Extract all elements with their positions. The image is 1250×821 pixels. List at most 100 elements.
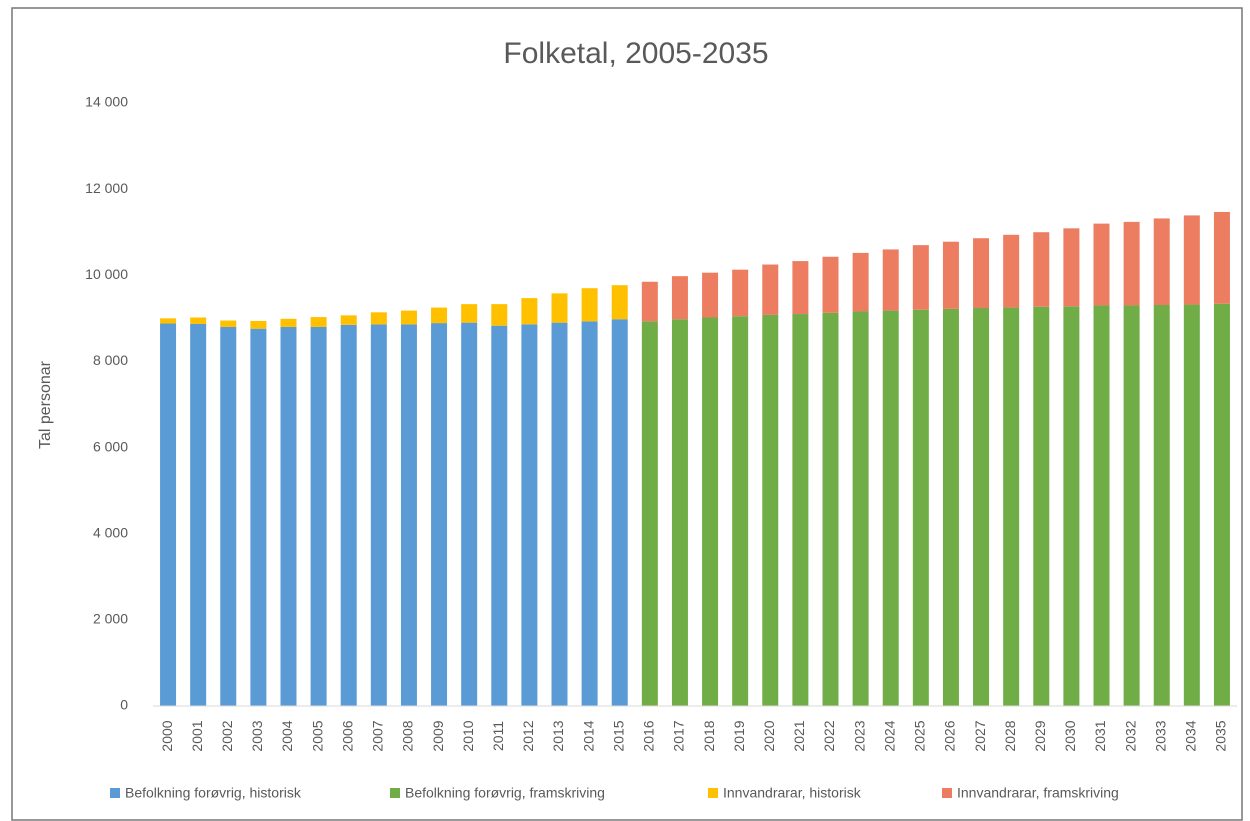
y-tick-label: 10 000	[85, 266, 128, 282]
bar-segment	[912, 309, 929, 706]
bar-segment	[1063, 228, 1080, 307]
x-tick-label: 2017	[671, 720, 687, 751]
bar-segment	[190, 317, 207, 324]
x-tick-label: 2035	[1213, 720, 1229, 751]
bar-segment	[822, 312, 839, 706]
bar-segment	[1213, 211, 1230, 304]
x-tick-label: 2013	[550, 720, 566, 751]
bar-segment	[370, 324, 387, 706]
bar-segment	[973, 308, 990, 706]
bar-segment	[1033, 306, 1050, 706]
x-tick-label: 2010	[460, 720, 476, 751]
bar-segment	[461, 304, 478, 323]
x-tick-label: 2023	[851, 720, 867, 751]
x-tick-label: 2027	[972, 720, 988, 751]
bar-segment	[521, 298, 538, 325]
bar-segment	[1033, 232, 1050, 307]
bar-segment	[942, 241, 959, 309]
x-tick-label: 2031	[1092, 720, 1108, 751]
bar-segment	[822, 256, 839, 313]
bar-segment	[882, 249, 899, 311]
bar-segment	[581, 321, 598, 706]
bar-segment	[912, 245, 929, 310]
x-tick-label: 2018	[701, 720, 717, 751]
bar-segment	[1183, 215, 1200, 305]
x-tick-label: 2012	[520, 720, 536, 751]
bar-segment	[1183, 304, 1200, 706]
legend-swatch	[708, 788, 718, 798]
bar-segment	[220, 320, 237, 327]
x-tick-label: 2005	[309, 720, 325, 751]
bar-segment	[250, 328, 267, 706]
bar-segment	[1003, 307, 1020, 706]
bar-segment	[340, 324, 357, 706]
bar-segment	[280, 318, 297, 327]
bar-segment	[431, 307, 448, 324]
x-tick-label: 2016	[641, 720, 657, 751]
x-tick-label: 2004	[279, 720, 295, 751]
x-tick-label: 2002	[219, 720, 235, 751]
bar-segment	[250, 320, 267, 329]
y-tick-label: 14 000	[85, 94, 128, 110]
y-tick-label: 4 000	[93, 524, 128, 540]
x-tick-label: 2019	[731, 720, 747, 751]
bar-segment	[220, 326, 237, 706]
bar-segment	[581, 288, 598, 322]
bar-segment	[852, 252, 869, 312]
bar-segment	[340, 315, 357, 325]
bar-segment	[1153, 305, 1170, 706]
bar-segment	[190, 323, 207, 706]
bar-segment	[431, 323, 448, 706]
legend-label: Innvandrarar, framskriving	[957, 785, 1119, 801]
legend-swatch	[942, 788, 952, 798]
bar-segment	[461, 322, 478, 706]
bar-segment	[762, 314, 779, 706]
bar-segment	[1123, 305, 1140, 706]
bar-segment	[732, 316, 749, 706]
x-tick-label: 2033	[1152, 720, 1168, 751]
chart-frame	[11, 7, 1243, 821]
x-tick-label: 2007	[370, 720, 386, 751]
bar-segment	[400, 310, 417, 325]
bar-segment	[310, 326, 327, 706]
bar-segment	[702, 317, 719, 706]
x-tick-label: 2020	[761, 720, 777, 751]
bar-segment	[882, 310, 899, 706]
bar-segment	[1123, 221, 1140, 306]
bar-segment	[400, 324, 417, 706]
bar-segment	[671, 276, 688, 320]
bar-segment	[280, 326, 297, 706]
x-tick-label: 2034	[1183, 720, 1199, 751]
x-tick-label: 2026	[942, 720, 958, 751]
bar-segment	[1093, 305, 1110, 706]
x-tick-label: 2001	[189, 720, 205, 751]
x-tick-label: 2028	[1002, 720, 1018, 751]
bar-segment	[491, 304, 508, 326]
bar-segment	[641, 281, 658, 322]
bar-segment	[551, 293, 568, 323]
bar-segment	[611, 319, 628, 706]
bar-segment	[641, 321, 658, 706]
bar-segment	[1063, 306, 1080, 706]
x-tick-label: 2003	[249, 720, 265, 751]
x-tick-label: 2021	[791, 720, 807, 751]
bar-segment	[792, 314, 809, 706]
bar-segment	[1003, 234, 1020, 308]
bar-segment	[1213, 303, 1230, 706]
bar-segment	[310, 317, 327, 327]
bar-segment	[551, 322, 568, 706]
legend-label: Befolkning forøvrig, framskriving	[405, 785, 605, 801]
bar-segment	[732, 269, 749, 317]
bar-segment	[611, 285, 628, 320]
x-tick-label: 2030	[1062, 720, 1078, 751]
bar-segment	[160, 318, 177, 324]
bar-segment	[491, 325, 508, 706]
legend-swatch	[110, 788, 120, 798]
x-tick-label: 2025	[912, 720, 928, 751]
legend-swatch	[390, 788, 400, 798]
bar-segment	[792, 261, 809, 315]
y-tick-label: 2 000	[93, 611, 128, 627]
bar-segment	[762, 264, 779, 315]
x-tick-label: 2008	[400, 720, 416, 751]
